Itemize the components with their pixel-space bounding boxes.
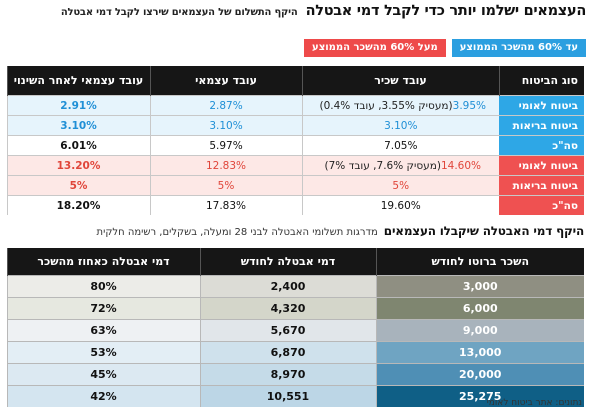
cell-employee: 19.60% xyxy=(301,195,499,215)
cell-employee: (מעסיק 7.6%, עובד 7%)14.60% xyxy=(301,155,499,176)
legend-red: מעל 60% מהשכר הממוצע xyxy=(304,39,446,57)
cell-gross-salary: 20,000 xyxy=(375,363,584,386)
cell-self-employed: 5% xyxy=(149,175,302,196)
header-benefit-percent: דמי אבטלה כאחוז מהשכר xyxy=(6,248,200,276)
cell-self-employed-after: 5% xyxy=(6,175,150,196)
cell-monthly-benefit: 8,970 xyxy=(199,363,376,386)
cell-employee-note: (מעסיק 7.6%, עובד 7%) xyxy=(324,159,441,172)
cell-self-employed: 2.87% xyxy=(149,95,302,116)
cell-employee: 7.05% xyxy=(301,135,499,156)
header-self-employed-after: עובד עצמאי לאחר השינוי xyxy=(6,66,150,96)
cell-employee: 5% xyxy=(301,175,499,196)
insurance-rates-table: סוג הביטוח עובד שכיר עובד עצמאי עובד עצמ… xyxy=(6,66,584,215)
cell-benefit-percent: 80% xyxy=(6,275,200,298)
table-row: 25,275 10,551 42% xyxy=(6,385,584,407)
table-row: 9,000 5,670 63% xyxy=(6,319,584,342)
table-row: סה"כ 7.05% 5.97% 6.01% xyxy=(6,135,584,156)
cell-benefit-percent: 53% xyxy=(6,341,200,364)
cell-gross-salary: 25,275 xyxy=(375,385,584,407)
cell-self-employed-after: 2.91% xyxy=(6,95,150,116)
cell-benefit-percent: 63% xyxy=(6,319,200,342)
cell-self-employed: 12.83% xyxy=(149,155,302,176)
cell-gross-salary: 13,000 xyxy=(375,341,584,364)
legend-blue: עד 60% מהשכר הממוצע xyxy=(451,39,586,57)
header-insurance-type: סוג הביטוח xyxy=(498,66,584,96)
table-row: 3,000 2,400 80% xyxy=(6,275,584,298)
cell-insurance-type: ביטוח לאומי xyxy=(499,155,584,176)
table-row: 20,000 8,970 45% xyxy=(6,363,584,386)
cell-insurance-type: ביטוח בריאות xyxy=(499,175,584,196)
cell-self-employed-after: 18.20% xyxy=(6,195,150,215)
cell-monthly-benefit: 4,320 xyxy=(199,297,376,320)
cell-self-employed-after: 6.01% xyxy=(6,135,150,156)
section-subtitle: מדרגות תשלומי האבטלה לבני 28 ומעלה, בשקל… xyxy=(96,227,378,238)
table-row: 13,000 6,870 53% xyxy=(6,341,584,364)
cell-employee-note: (מעסיק 3.55%, עובד 0.4%) xyxy=(319,99,453,112)
table-row: ביטוח לאומי (מעסיק 3.55%, עובד 0.4%)3.95%… xyxy=(6,95,584,116)
cell-insurance-type: ביטוח בריאות xyxy=(499,115,584,136)
cell-employee: 3.10% xyxy=(301,115,499,136)
cell-employee-value: 7.05% xyxy=(384,139,418,152)
table-header-row: סוג הביטוח עובד שכיר עובד עצמאי עובד עצמ… xyxy=(6,66,584,96)
cell-insurance-type: סה"כ xyxy=(499,135,584,156)
cell-gross-salary: 9,000 xyxy=(375,319,584,342)
cell-benefit-percent: 45% xyxy=(6,363,200,386)
cell-self-employed-after: 3.10% xyxy=(6,115,150,136)
unemployment-benefits-table: השכר ברוטו לחודש דמי אבטלה לחודש דמי אבט… xyxy=(6,248,584,407)
cell-insurance-type: ביטוח לאומי xyxy=(499,95,584,116)
table-row: ביטוח לאומי (מעסיק 7.6%, עובד 7%)14.60% 12… xyxy=(6,155,584,176)
header-monthly-benefit: דמי אבטלה לחודש xyxy=(199,248,376,276)
header-gross-salary: השכר ברוטו לחודש xyxy=(375,248,584,276)
cell-employee-value: 19.60% xyxy=(380,199,421,212)
cell-monthly-benefit: 6,870 xyxy=(199,341,376,364)
cell-employee-value: 14.60% xyxy=(440,159,482,172)
cell-employee-value: 5% xyxy=(392,179,410,192)
legend: עד 60% מהשכר הממוצע מעל 60% מהשכר הממוצע xyxy=(304,39,586,57)
cell-insurance-type: סה"כ xyxy=(499,195,584,215)
cell-self-employed: 3.10% xyxy=(149,115,302,136)
title-row: העצמאים ישלמו יותר כדי לקבל דמי אבטלה הי… xyxy=(2,3,586,25)
cell-gross-salary: 6,000 xyxy=(375,297,584,320)
page-subtitle: היקף התשלום של העצמאים שירצו לקבל דמי אב… xyxy=(60,7,298,18)
section-title-row: היקף דמי האבטלה שיקבלו העצמאים מדרגות תש… xyxy=(6,224,584,242)
cell-monthly-benefit: 5,670 xyxy=(199,319,376,342)
cell-employee-value: 3.10% xyxy=(384,119,418,132)
cell-gross-salary: 3,000 xyxy=(375,275,584,298)
page-title: העצמאים ישלמו יותר כדי לקבל דמי אבטלה xyxy=(305,3,586,19)
cell-monthly-benefit: 10,551 xyxy=(199,385,376,407)
table-header-row: השכר ברוטו לחודש דמי אבטלה לחודש דמי אבט… xyxy=(6,248,584,276)
cell-self-employed: 5.97% xyxy=(149,135,302,156)
section-title: היקף דמי האבטלה שיקבלו העצמאים xyxy=(383,224,584,238)
cell-employee: (מעסיק 3.55%, עובד 0.4%)3.95% xyxy=(301,95,499,116)
header-self-employed: עובד עצמאי xyxy=(149,66,302,96)
table-row: 6,000 4,320 72% xyxy=(6,297,584,320)
cell-self-employed: 17.83% xyxy=(149,195,302,215)
cell-benefit-percent: 42% xyxy=(6,385,200,407)
cell-self-employed-after: 13.20% xyxy=(6,155,150,176)
header-employee: עובד שכיר xyxy=(301,66,499,96)
cell-employee-value: 3.95% xyxy=(452,99,487,112)
cell-benefit-percent: 72% xyxy=(6,297,200,320)
table-row: ביטוח בריאות 5% 5% 5% xyxy=(6,175,584,196)
cell-monthly-benefit: 2,400 xyxy=(199,275,376,298)
table-row: סה"כ 19.60% 17.83% 18.20% xyxy=(6,195,584,215)
source-note: נתונים: אתר ביטוח לאומי xyxy=(486,398,582,408)
table-row: ביטוח בריאות 3.10% 3.10% 3.10% xyxy=(6,115,584,136)
